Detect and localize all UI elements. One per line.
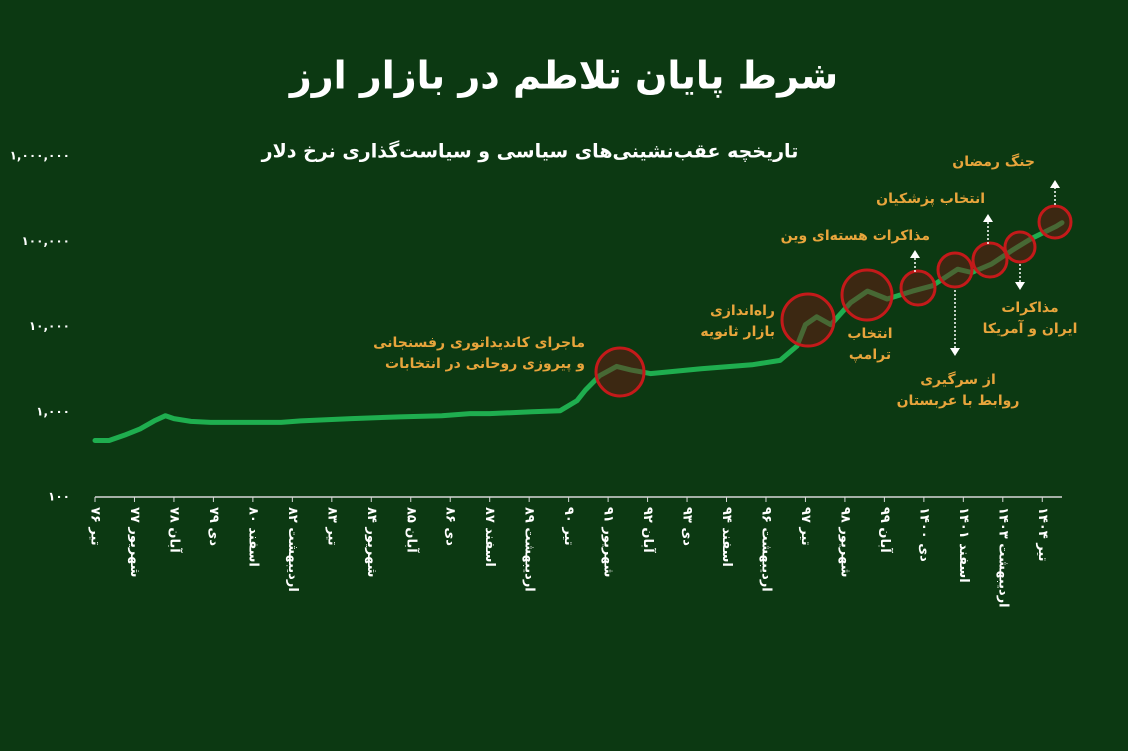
x-tick-label: تیر ۷۶ xyxy=(88,507,103,546)
annotation: ترامپ xyxy=(849,347,891,363)
annotation: مذاکرات هسته‌ای وین xyxy=(781,228,930,244)
event-highlight xyxy=(899,269,937,307)
x-tick-label: آبان ۸۵ xyxy=(403,507,420,553)
annotation: راه‌اندازی xyxy=(710,303,775,319)
x-tick-label: شهریور ۹۱ xyxy=(601,507,616,577)
x-tick-label: دی ۸۶ xyxy=(443,507,458,546)
annotation: انتخاب xyxy=(847,326,892,342)
annotation: ماجرای کاندیداتوری رفسنجانی xyxy=(373,335,585,351)
event-highlight xyxy=(1003,230,1037,264)
x-tick-label: اردیبهشت ۸۹ xyxy=(522,507,537,592)
y-tick-label: ۱,۰۰۰,۰۰۰ xyxy=(10,149,70,163)
y-tick-label: ۱۰۰,۰۰۰ xyxy=(21,234,70,248)
x-tick-label: اردیبهشت ۸۲ xyxy=(285,507,300,592)
x-tick-label: تیر ۹۷ xyxy=(798,507,813,546)
event-highlight xyxy=(840,268,894,322)
arrow-head xyxy=(950,348,960,356)
annotation: انتخاب پزشکیان xyxy=(876,191,985,207)
x-tick-label: اردیبهشت ۱۴۰۳ xyxy=(995,507,1010,608)
arrow-head xyxy=(1015,282,1025,290)
event-highlight xyxy=(1037,204,1073,240)
x-tick-label: تیر ۹۰ xyxy=(561,507,576,546)
x-tick-label: اسفند ۱۴۰۱ xyxy=(956,507,971,583)
x-tick-label: تیر ۱۴۰۴ xyxy=(1035,507,1050,562)
annotation: از سرگیری xyxy=(920,371,996,388)
annotation: جنگ رمضان xyxy=(952,153,1035,170)
x-tick-label: دی ۱۴۰۰ xyxy=(916,507,931,562)
y-tick-label: ۱۰,۰۰۰ xyxy=(29,319,70,333)
x-tick-label: اردیبهشت ۹۶ xyxy=(758,507,773,592)
event-highlight xyxy=(971,241,1009,279)
x-tick-label: شهریور ۸۴ xyxy=(364,507,379,577)
arrow-head xyxy=(910,250,920,258)
annotation: بازار ثانویه xyxy=(700,324,775,340)
y-tick-label: ۱,۰۰۰ xyxy=(36,404,70,418)
annotation: ایران و آمریکا xyxy=(983,319,1078,337)
x-tick-label: اسفند ۸۰ xyxy=(245,507,260,567)
x-tick-label: اسفند ۸۷ xyxy=(482,507,497,567)
event-highlight xyxy=(936,251,974,289)
annotation: روابط با عربستان xyxy=(897,393,1020,409)
x-tick-label: دی ۷۹ xyxy=(206,507,221,546)
x-tick-label: دی ۹۳ xyxy=(680,507,695,546)
chart-title: شرط پایان تلاطم در بازار ارز xyxy=(288,54,838,99)
data-line xyxy=(92,220,1065,443)
x-tick-label: آبان ۹۲ xyxy=(640,507,657,553)
annotation: مذاکرات xyxy=(1001,300,1058,316)
chart-subtitle: تاریخچه عقب‌نشینی‌های سیاسی و سیاست‌گذار… xyxy=(261,140,799,163)
event-highlight xyxy=(780,292,836,348)
annotation: و پیروزی روحانی در انتخابات xyxy=(385,356,585,372)
x-tick-label: شهریور ۷۷ xyxy=(127,507,142,577)
event-highlight xyxy=(594,346,646,398)
x-tick-label: آبان ۹۹ xyxy=(877,507,894,553)
arrow-head xyxy=(983,214,993,222)
x-tick-label: تیر ۸۳ xyxy=(324,507,339,546)
x-tick-label: شهریور ۹۸ xyxy=(837,507,852,577)
y-tick-label: ۱۰۰ xyxy=(48,490,70,504)
arrow-head xyxy=(1050,180,1060,188)
x-tick-label: اسفند ۹۴ xyxy=(719,507,734,567)
x-tick-label: آبان ۷۸ xyxy=(166,507,183,553)
